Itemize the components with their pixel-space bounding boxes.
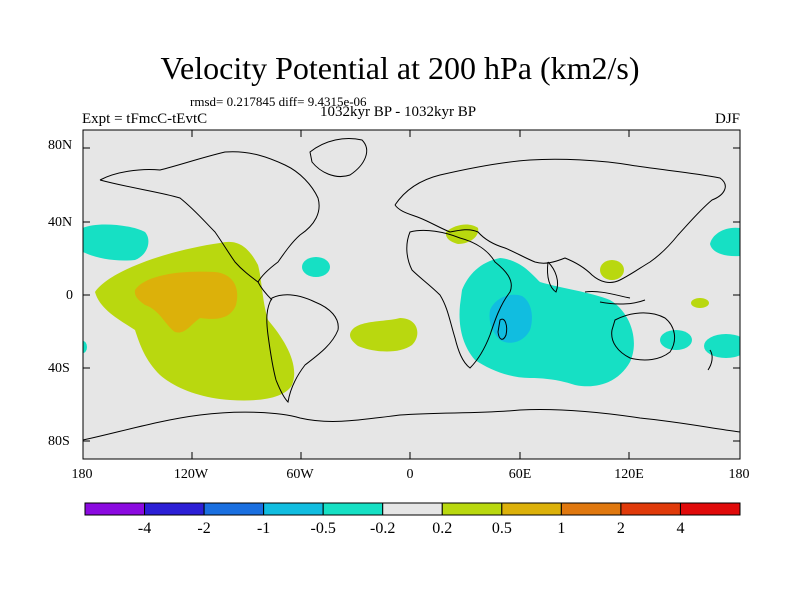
south-atlantic-positive — [350, 318, 418, 352]
lat-tick-40n: 40N — [48, 215, 73, 230]
season-label: DJF — [714, 111, 740, 127]
new-zealand-coast — [707, 349, 713, 371]
colorbar-swatch — [144, 502, 205, 516]
indian-ocean-negative — [459, 258, 634, 387]
colorbar-swatch — [679, 502, 741, 516]
tick-marks — [82, 130, 741, 459]
colorbar-label: -0.5 — [310, 520, 336, 537]
colorbar-swatch — [501, 502, 562, 516]
colorbar-swatch — [441, 502, 503, 516]
greenland-coast — [309, 138, 368, 177]
coastlines — [83, 138, 740, 441]
far-west-negative-blob — [83, 341, 87, 353]
atlantic-negative-blob — [302, 257, 330, 277]
lon-tick-60w: 60W — [286, 467, 314, 482]
lon-tick-120w: 120W — [173, 467, 209, 482]
lat-tick-80s: 80S — [48, 434, 70, 449]
north-pacific-negative-west — [83, 224, 149, 261]
colorbar — [84, 502, 741, 516]
eurasia-coast — [394, 158, 726, 283]
colorbar-swatch — [322, 502, 384, 516]
colorbar-swatch — [84, 502, 146, 516]
lat-tick-0: 0 — [66, 288, 73, 303]
colorbar-label: -4 — [137, 520, 152, 537]
colorbar-swatch — [560, 502, 622, 516]
colorbar-label: 4 — [676, 520, 685, 537]
colorbar-swatch — [620, 502, 681, 516]
madagascar-coast — [497, 318, 508, 340]
colorbar-label: 0.2 — [432, 520, 453, 537]
colorbar-label: -1 — [256, 520, 271, 537]
experiment-label: Expt = tFmcC-tEvtC — [82, 111, 208, 127]
chart-title: Velocity Potential at 200 hPa (km2/s) — [160, 50, 640, 86]
lon-tick-60e: 60E — [508, 467, 532, 482]
stats-line: rmsd= 0.217845 diff= 9.4315e-06 — [190, 94, 367, 109]
colorbar-label: 0.5 — [491, 520, 512, 537]
indian-ocean-negative-core — [489, 294, 532, 343]
contour-fields — [83, 224, 740, 401]
antarctica-coast — [83, 408, 740, 441]
north-america-coast — [99, 151, 320, 283]
south-america-coast — [266, 294, 339, 404]
australia-east-negative-blob — [660, 330, 692, 350]
colorbar-swatch — [382, 502, 443, 516]
africa-coast — [406, 229, 512, 369]
india-coast — [547, 261, 559, 293]
pacific-positive-blob-east — [691, 298, 709, 308]
lon-tick-180w: 180 — [71, 467, 93, 482]
australia-coast — [611, 312, 676, 361]
lat-tick-80n: 80N — [48, 138, 73, 153]
colorbar-swatch — [263, 502, 324, 516]
lat-tick-40s: 40S — [48, 361, 70, 376]
colorbar-swatch — [203, 502, 265, 516]
colorbar-label: 2 — [616, 520, 625, 537]
indonesia-coast — [584, 291, 646, 305]
lon-tick-180e: 180 — [728, 467, 750, 482]
period-label: 1032kyr BP - 1032kyr BP — [320, 104, 477, 120]
colorbar-label: -0.2 — [370, 520, 396, 537]
north-pacific-negative-east — [710, 227, 740, 257]
lon-tick-120e: 120E — [614, 467, 644, 482]
colorbar-label: 1 — [557, 520, 566, 537]
lon-tick-0: 0 — [406, 467, 414, 482]
pacific-core-region — [134, 271, 238, 333]
philippines-positive-blob — [600, 260, 624, 280]
new-zealand-negative-blob — [704, 334, 740, 358]
colorbar-label: -2 — [197, 520, 211, 537]
